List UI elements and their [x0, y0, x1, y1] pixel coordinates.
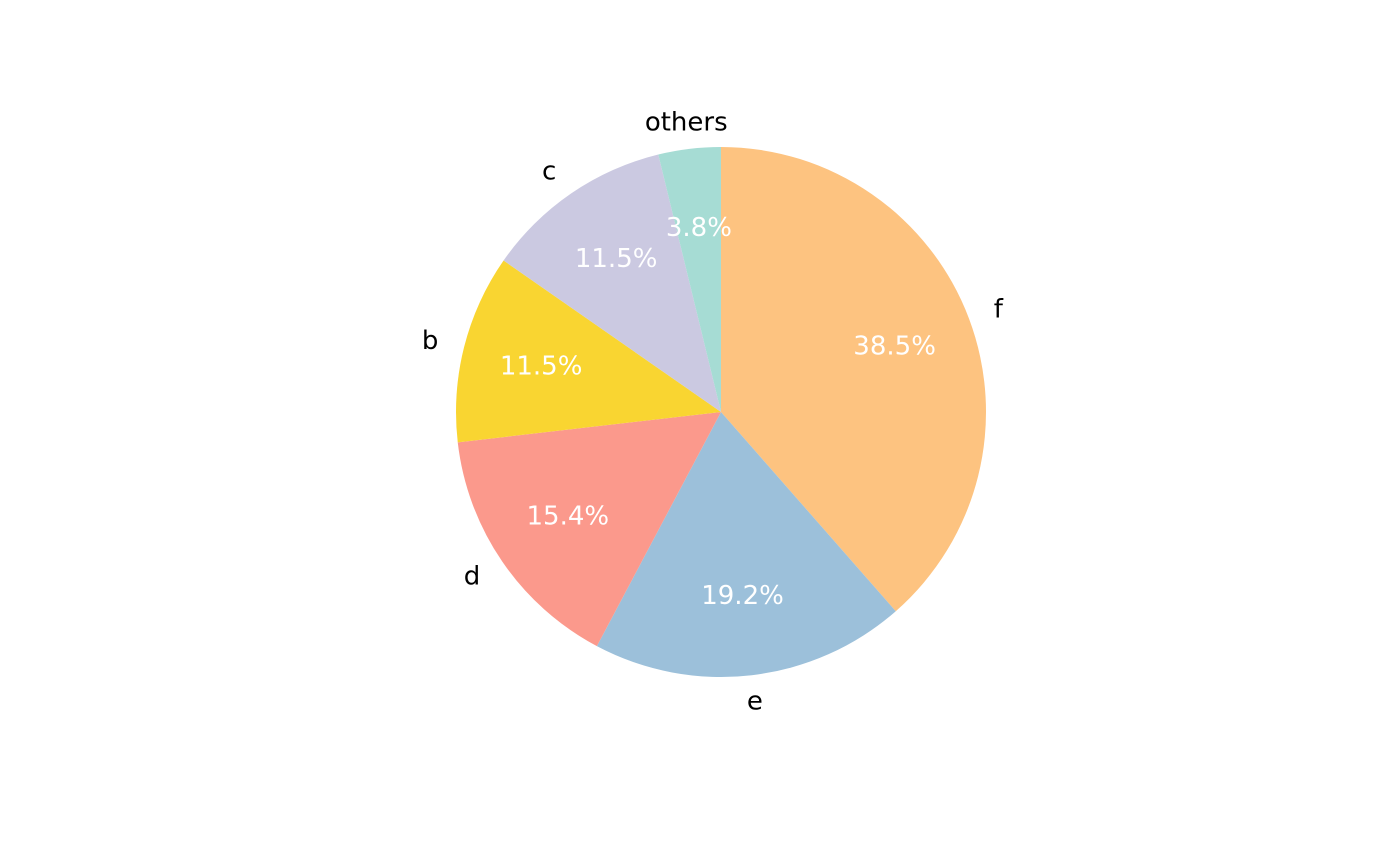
labels-layer: f 38.5% e 19.2% d 15.4% b 11.5% c 11.5% others 3.8%	[422, 108, 1004, 717]
slice-label-others: others	[645, 108, 728, 138]
slices-layer	[455, 147, 986, 677]
slice-percent-c: 11.5%	[575, 244, 658, 274]
slice-label-c: c	[542, 157, 556, 187]
pie-slice-d	[457, 412, 721, 647]
slice-label-d: d	[464, 561, 481, 591]
pie-slice-others	[658, 147, 721, 412]
pie-slice-b	[455, 260, 721, 443]
pie-slice-e	[596, 412, 896, 677]
slice-label-b: b	[422, 326, 439, 356]
pie-slice-f	[721, 147, 986, 612]
slice-label-e: e	[747, 687, 763, 717]
slice-percent-f: 38.5%	[853, 332, 936, 362]
slice-label-f: f	[994, 294, 1004, 324]
slice-percent-d: 15.4%	[526, 502, 609, 532]
pie-slice-c	[503, 154, 721, 412]
slice-percent-others: 3.8%	[666, 213, 732, 243]
slice-percent-e: 19.2%	[701, 581, 784, 611]
slice-percent-b: 11.5%	[500, 352, 583, 382]
